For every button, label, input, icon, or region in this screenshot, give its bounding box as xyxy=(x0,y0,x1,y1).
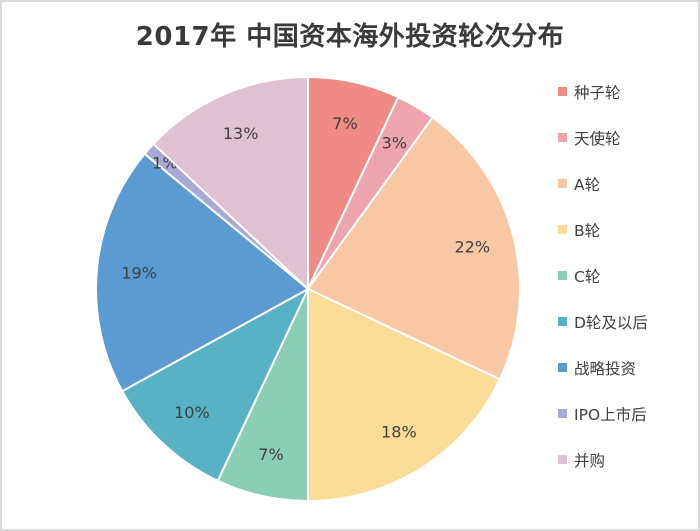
legend-label: D轮及以后 xyxy=(574,314,648,332)
legend-swatch xyxy=(558,87,567,96)
legend-item: IPO上市后 xyxy=(558,396,698,442)
slice-data-label: 19% xyxy=(121,264,157,283)
legend-swatch xyxy=(558,317,567,326)
pie-slice xyxy=(120,286,311,483)
slice-data-label: 18% xyxy=(381,423,417,442)
legend-swatch xyxy=(558,363,567,372)
slice-data-label: 7% xyxy=(258,445,283,464)
chart-title: 2017年 中国资本海外投资轮次分布 xyxy=(135,22,565,52)
legend-swatch xyxy=(558,455,567,464)
legend-item: 天使轮 xyxy=(558,120,698,166)
legend-label: A轮 xyxy=(574,176,601,194)
slice-data-label: 7% xyxy=(332,114,357,133)
slice-data-label: 22% xyxy=(454,237,490,256)
legend-label: 种子轮 xyxy=(574,84,621,102)
slice-data-label: 3% xyxy=(382,134,407,153)
pie-slice xyxy=(307,287,502,503)
legend-label: 天使轮 xyxy=(574,130,621,148)
pie-slice xyxy=(95,152,310,393)
legend-swatch xyxy=(558,133,567,142)
legend-item: 战略投资 xyxy=(558,350,698,396)
legend-item: 并购 xyxy=(558,442,698,488)
legend-label: 并购 xyxy=(574,452,606,470)
slice-data-label: 10% xyxy=(174,403,210,422)
legend-swatch xyxy=(558,225,567,234)
slice-data-label: 13% xyxy=(223,124,259,143)
legend-label: IPO上市后 xyxy=(574,406,647,424)
legend-label: B轮 xyxy=(574,222,601,240)
legend-item: D轮及以后 xyxy=(558,304,698,350)
legend-item: 种子轮 xyxy=(558,74,698,120)
legend-swatch xyxy=(558,179,567,188)
legend-label: C轮 xyxy=(574,268,601,286)
chart-legend: 种子轮天使轮 A轮 B轮 C轮 D轮及以后战略投资 IPO上市后 并购 xyxy=(558,74,698,488)
legend-swatch xyxy=(558,409,567,418)
legend-item: B轮 xyxy=(558,212,698,258)
legend-swatch xyxy=(558,271,567,280)
legend-label: 战略投资 xyxy=(574,360,637,378)
legend-item: C轮 xyxy=(558,258,698,304)
pie-slice xyxy=(152,75,309,292)
legend-item: A轮 xyxy=(558,166,698,212)
